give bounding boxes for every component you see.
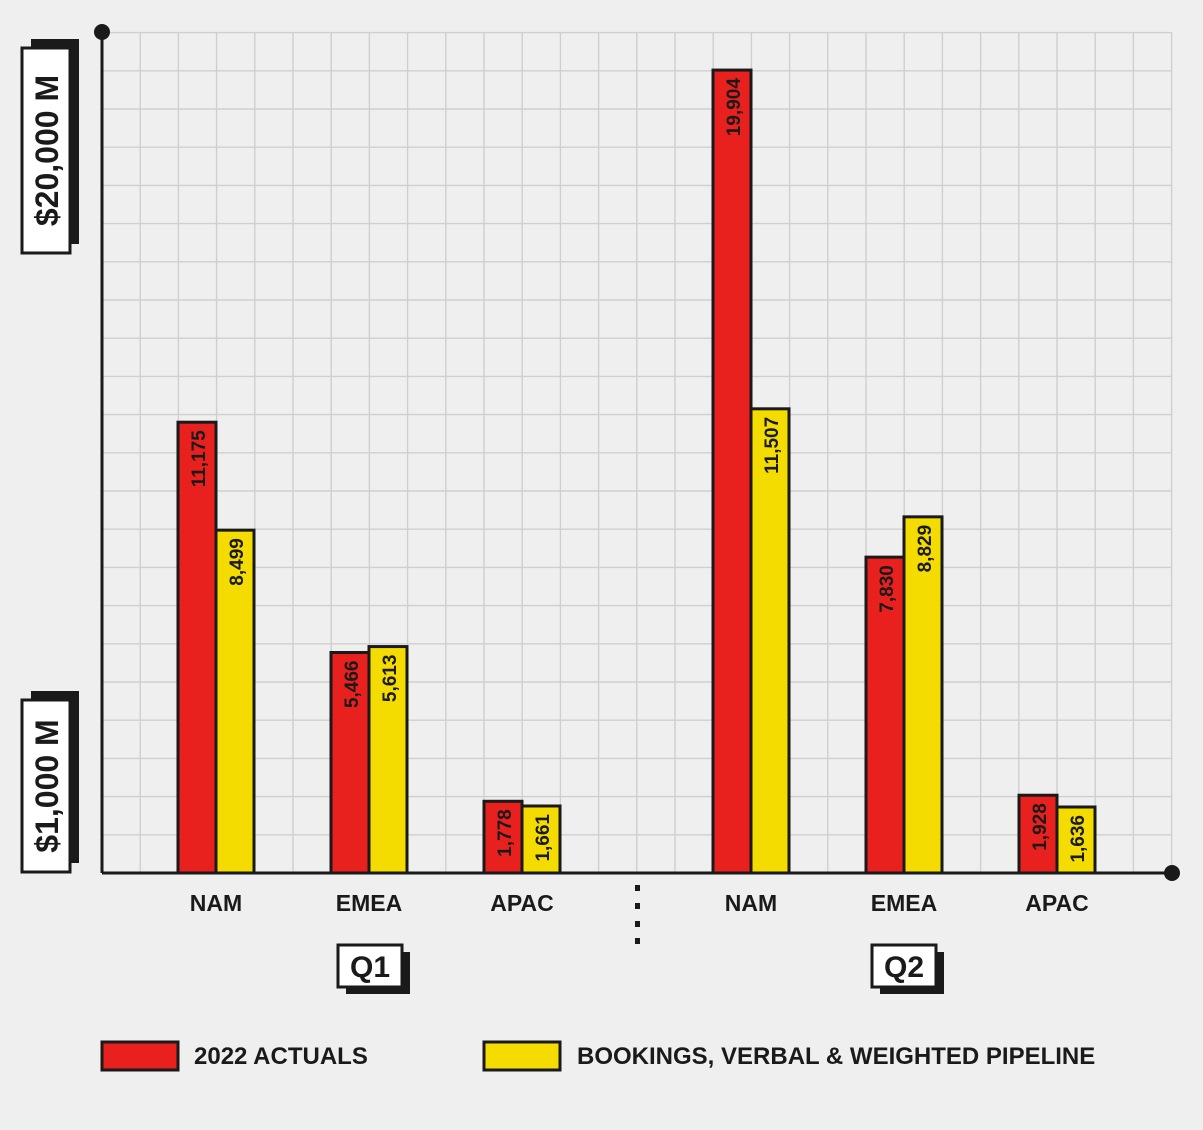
bar-value-label: 1,661 — [533, 814, 554, 862]
category-label: EMEA — [871, 890, 937, 916]
legend-swatch — [482, 1040, 562, 1072]
legend-label: BOOKINGS, VERBAL & WEIGHTED PIPELINE — [577, 1043, 1095, 1070]
group-separator — [635, 921, 640, 927]
bars — [176, 68, 1097, 875]
group-separator — [635, 903, 640, 909]
bar-value-label: 1,778 — [495, 809, 516, 857]
bar-actuals — [176, 420, 218, 875]
bar-value-label: 8,829 — [915, 525, 936, 573]
category-label: APAC — [1025, 890, 1088, 916]
bar-actuals — [864, 555, 906, 875]
axes — [94, 24, 1180, 881]
x-axis-endpoint — [1164, 865, 1180, 881]
group-label-q1-frame — [336, 943, 404, 989]
bar-value-label: 1,928 — [1030, 803, 1051, 851]
category-label: EMEA — [336, 890, 402, 916]
group-label-q1: Q1 — [336, 943, 410, 994]
legend: 2022 ACTUALS BOOKINGS, VERBAL & WEIGHTED … — [100, 1040, 1095, 1072]
bar-value-label: 8,499 — [227, 538, 248, 586]
bar-pipeline — [367, 645, 409, 875]
bar-pipeline — [214, 528, 256, 875]
y-marker-1000-frame — [20, 698, 72, 874]
group-label-q2-text: Q2 — [884, 951, 924, 984]
group-label-q2: Q2 — [870, 943, 944, 994]
y-marker-1000-text: $1,000 M — [29, 719, 65, 852]
legend-label: 2022 ACTUALS — [194, 1043, 368, 1070]
bar-actuals — [482, 799, 524, 875]
bar-value-label: 5,466 — [342, 661, 363, 709]
y-marker-1000: $1,000 M — [20, 691, 79, 874]
group-separator — [635, 938, 640, 944]
category-label: NAM — [190, 890, 242, 916]
bar-value-label: 7,830 — [877, 565, 898, 613]
bar-actuals — [711, 68, 753, 875]
category-label: APAC — [490, 890, 553, 916]
bar-pipeline — [1055, 805, 1097, 875]
bar-actuals — [1017, 793, 1059, 875]
category-label: NAM — [725, 890, 777, 916]
group-label-q1-text: Q1 — [350, 951, 390, 984]
bar-value-label: 11,175 — [189, 430, 210, 487]
grid — [102, 31, 1173, 873]
bar-pipeline — [902, 515, 944, 875]
y-axis-endpoint — [94, 24, 110, 40]
legend-swatch — [100, 1040, 180, 1072]
bar-value-label: 19,904 — [724, 78, 745, 137]
group-separator — [635, 885, 640, 891]
y-marker-20000: $20,000 M — [20, 39, 79, 255]
bar-value-label: 11,507 — [762, 417, 783, 474]
bar-pipeline — [520, 804, 562, 875]
bar-pipeline — [749, 407, 791, 875]
bar-value-label: 1,636 — [1068, 815, 1089, 863]
group-label-q2-frame — [870, 943, 938, 989]
labels: 11,175 5,466 1,778 19,904 7,830 1,928 8,499 5,6… — [20, 39, 1089, 994]
bar-value-label: 5,613 — [380, 655, 401, 703]
y-marker-20000-text: $20,000 M — [29, 75, 65, 226]
y-marker-20000-frame — [20, 46, 72, 255]
